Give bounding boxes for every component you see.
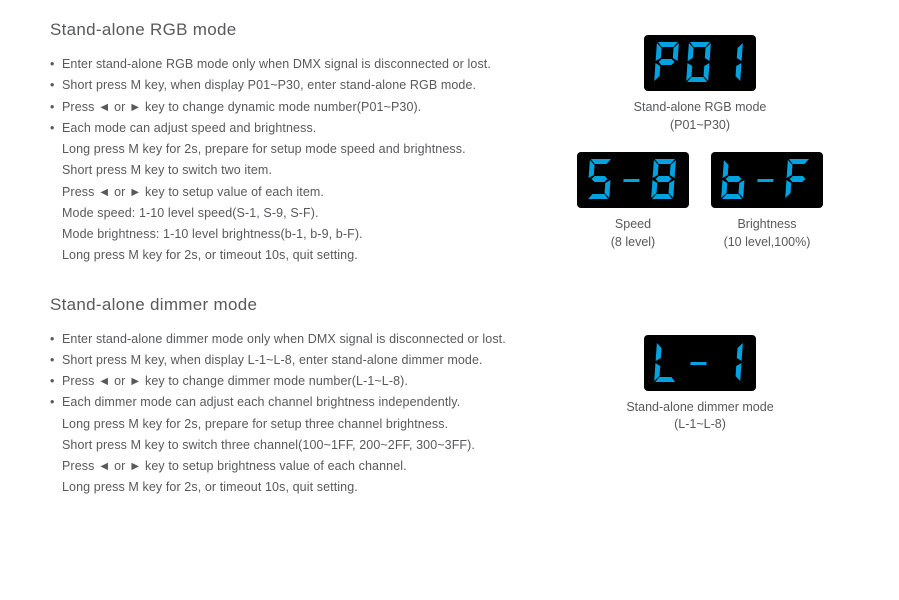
lcd-bf xyxy=(711,152,823,208)
lcd-p01-caption: Stand-alone RGB mode (P01~P30) xyxy=(634,99,767,134)
rgb-display-col: Stand-alone RGB mode (P01~P30) Speed (8 … xyxy=(550,20,850,251)
list-item: Long press M key for 2s, prepare for set… xyxy=(50,139,550,160)
dimmer-title: Stand-alone dimmer mode xyxy=(50,295,550,315)
list-item: Press ◄ or ► key to change dimmer mode n… xyxy=(50,371,550,392)
list-item: Enter stand-alone dimmer mode only when … xyxy=(50,329,550,350)
lcd-s8-caption: Speed (8 level) xyxy=(611,216,655,251)
brightness-unit: Brightness (10 level,100%) xyxy=(711,152,823,251)
list-item: Short press M key to switch three channe… xyxy=(50,435,550,456)
list-item: Long press M key for 2s, or timeout 10s,… xyxy=(50,477,550,498)
dimmer-bullet-list: Enter stand-alone dimmer mode only when … xyxy=(50,329,550,499)
lcd-l1 xyxy=(644,335,756,391)
rgb-bullet-list: Enter stand-alone RGB mode only when DMX… xyxy=(50,54,550,267)
rgb-mode-section: Stand-alone RGB mode Enter stand-alone R… xyxy=(50,20,859,267)
list-item: Press ◄ or ► key to setup value of each … xyxy=(50,182,550,203)
list-item: Press ◄ or ► key to setup brightness val… xyxy=(50,456,550,477)
caption-line1: Brightness xyxy=(737,217,796,231)
speed-unit: Speed (8 level) xyxy=(577,152,689,251)
list-item: Short press M key, when display L-1~L-8,… xyxy=(50,350,550,371)
speed-brightness-row: Speed (8 level) Brightness (10 level,100… xyxy=(577,152,823,251)
caption-line2: (10 level,100%) xyxy=(724,235,811,249)
caption-line2: (8 level) xyxy=(611,235,655,249)
list-item: Each dimmer mode can adjust each channel… xyxy=(50,392,550,413)
dimmer-row: Stand-alone dimmer mode Enter stand-alon… xyxy=(50,295,859,499)
list-item: Each mode can adjust speed and brightnes… xyxy=(50,118,550,139)
caption-line1: Speed xyxy=(615,217,651,231)
lcd-s8 xyxy=(577,152,689,208)
caption-line1: Stand-alone dimmer mode xyxy=(626,400,773,414)
dimmer-mode-section: Stand-alone dimmer mode Enter stand-alon… xyxy=(50,295,859,499)
list-item: Long press M key for 2s, or timeout 10s,… xyxy=(50,245,550,266)
caption-line2: (P01~P30) xyxy=(670,118,730,132)
caption-line1: Stand-alone RGB mode xyxy=(634,100,767,114)
rgb-row: Stand-alone RGB mode Enter stand-alone R… xyxy=(50,20,859,267)
list-item: Long press M key for 2s, prepare for set… xyxy=(50,414,550,435)
list-item: Mode brightness: 1-10 level brightness(b… xyxy=(50,224,550,245)
caption-line2: (L-1~L-8) xyxy=(674,417,726,431)
lcd-p01 xyxy=(644,35,756,91)
list-item: Short press M key, when display P01~P30,… xyxy=(50,75,550,96)
rgb-title: Stand-alone RGB mode xyxy=(50,20,550,40)
list-item: Enter stand-alone RGB mode only when DMX… xyxy=(50,54,550,75)
list-item: Short press M key to switch two item. xyxy=(50,160,550,181)
list-item: Mode speed: 1-10 level speed(S-1, S-9, S… xyxy=(50,203,550,224)
lcd-l1-caption: Stand-alone dimmer mode (L-1~L-8) xyxy=(626,399,773,434)
lcd-bf-caption: Brightness (10 level,100%) xyxy=(724,216,811,251)
dimmer-text-col: Stand-alone dimmer mode Enter stand-alon… xyxy=(50,295,550,499)
list-item: Press ◄ or ► key to change dynamic mode … xyxy=(50,97,550,118)
dimmer-display-col: Stand-alone dimmer mode (L-1~L-8) xyxy=(550,295,850,434)
rgb-text-col: Stand-alone RGB mode Enter stand-alone R… xyxy=(50,20,550,267)
